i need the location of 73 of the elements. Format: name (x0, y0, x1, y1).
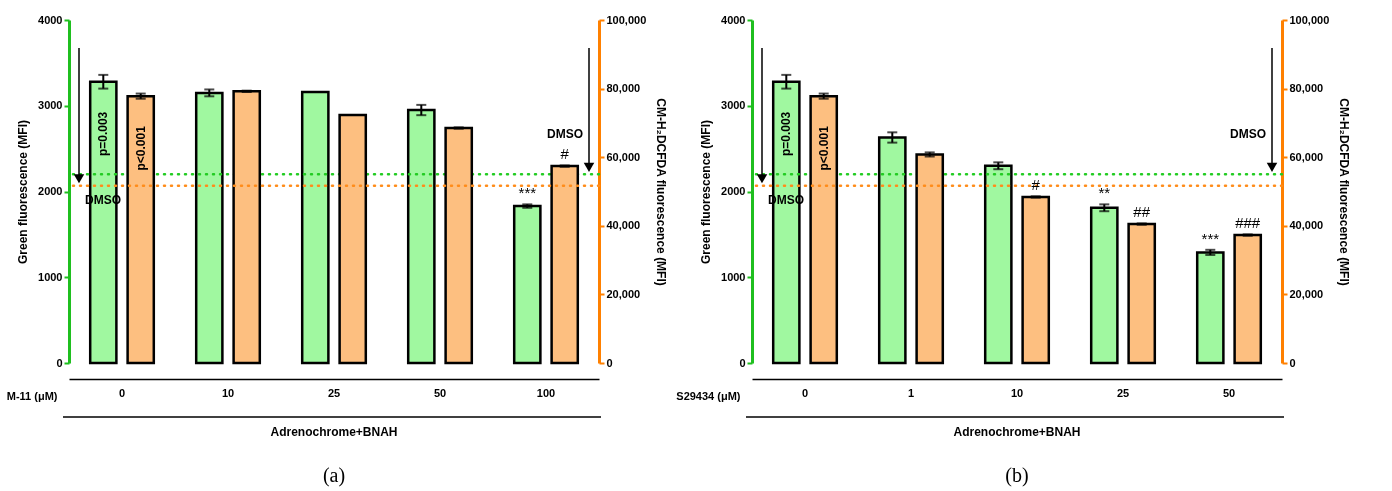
bar (126, 94, 156, 365)
y2-tick-label: 40,000 (1289, 219, 1324, 232)
text: Adrenochrome+BNAH (270, 425, 398, 439)
y2-tick-label: 20,000 (1289, 287, 1324, 300)
y2-tick-label: 100,000 (606, 13, 647, 26)
y2-tick-label: 60,000 (1289, 150, 1324, 163)
bar (1233, 233, 1263, 365)
y2-axis-title: CM-H₂DCFDA fluorescence (MFI) (1337, 98, 1352, 286)
data-label: # (560, 145, 570, 163)
y-tick-label: 0 (56, 356, 63, 369)
y-tick-label: 3000 (721, 99, 746, 112)
bar (512, 204, 542, 365)
y-tick-label: 3000 (38, 99, 63, 112)
bar (406, 108, 436, 365)
bar (194, 91, 224, 365)
x-tick-label: 10 (221, 386, 235, 399)
y2-tick-label: 0 (1289, 356, 1296, 369)
bar (338, 113, 368, 365)
ref-line-label: DMSO (1230, 127, 1266, 142)
bar (809, 94, 839, 365)
y2-tick-label: 80,000 (606, 82, 641, 95)
y-tick-label: 0 (739, 356, 746, 369)
y2-tick-label: 60,000 (606, 150, 641, 163)
x-tick-label: 100 (536, 386, 556, 399)
x-tick-label: 0 (118, 386, 126, 399)
ref-line-label: DMSO (547, 127, 583, 142)
data-label: ## (1133, 203, 1151, 221)
x-tick-label: 50 (1222, 386, 1236, 399)
annotation: p=0.003 (779, 111, 794, 157)
y-axis-title: Green fluorescence (MFI) (16, 119, 31, 265)
x-tick-label: 50 (433, 386, 447, 399)
y-axis-title: Green fluorescence (MFI) (699, 119, 714, 265)
y2-tick-label: 20,000 (606, 287, 641, 300)
bar (1127, 222, 1157, 365)
y-tick-label: 2000 (38, 185, 63, 197)
y-tick-label: 1000 (38, 270, 63, 283)
bar (232, 90, 262, 365)
annotation: p=0.003 (96, 111, 111, 157)
bar (915, 153, 945, 365)
y-tick-label: 2000 (721, 185, 746, 197)
bar (1021, 195, 1051, 365)
y2-tick-label: 100,000 (1289, 13, 1330, 26)
bar (444, 126, 474, 365)
y2-tick-label: 40,000 (606, 219, 641, 232)
bar (300, 90, 330, 365)
x-tick-label: 0 (801, 386, 809, 399)
data-label: *** (518, 184, 537, 202)
x-tick-label: 1 (907, 386, 915, 399)
y2-tick-label: 80,000 (1289, 82, 1324, 95)
annotation: p<0.001 (816, 125, 831, 171)
bar (1195, 251, 1225, 365)
text: (b) (1005, 464, 1029, 487)
y-tick-label: 1000 (721, 270, 746, 283)
data-label: *** (1201, 229, 1220, 247)
bar (1089, 206, 1119, 365)
y-tick-label: 4000 (721, 13, 746, 26)
data-label: ### (1235, 214, 1261, 232)
data-label: ** (1098, 184, 1111, 202)
y2-axis-title: CM-H₂DCFDA fluorescence (MFI) (654, 98, 669, 286)
bar (877, 136, 907, 365)
y2-tick-label: 0 (606, 356, 613, 369)
x-tick-label: 25 (1116, 386, 1130, 399)
bar (983, 164, 1013, 365)
x-axis-title: S29434 (μM) (676, 389, 741, 402)
bar (550, 164, 580, 365)
x-tick-label: 10 (1010, 386, 1024, 399)
data-label: # (1031, 176, 1041, 194)
text: Adrenochrome+BNAH (953, 425, 1081, 439)
annotation: p<0.001 (133, 125, 148, 171)
x-axis-title: M-11 (μM) (6, 389, 58, 402)
x-tick-label: 25 (327, 386, 341, 399)
y-tick-label: 4000 (38, 13, 63, 26)
text: (a) (322, 464, 346, 487)
